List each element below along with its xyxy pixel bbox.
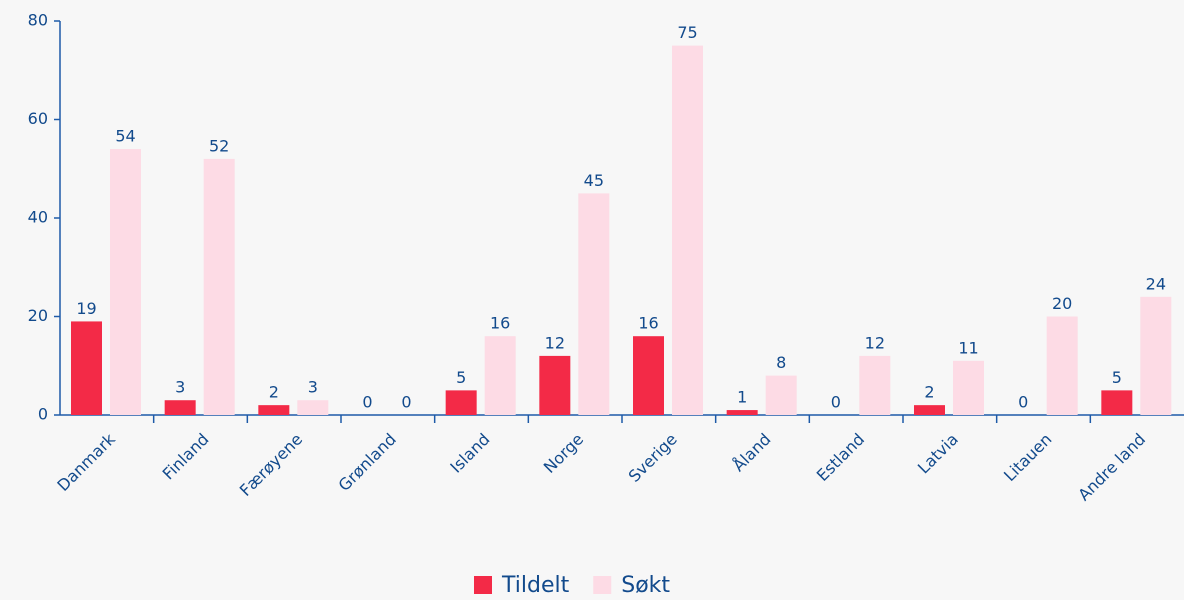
bar <box>578 193 610 415</box>
bar <box>1101 390 1133 415</box>
bar <box>203 158 235 415</box>
value-label: 20 <box>1052 294 1072 313</box>
x-tick-label: Island <box>446 430 493 477</box>
y-tick-label: 40 <box>28 208 48 227</box>
bar <box>633 336 664 415</box>
value-label: 0 <box>401 393 411 412</box>
x-tick-label: Estland <box>813 430 868 485</box>
value-label: 16 <box>490 314 510 333</box>
y-tick-label: 80 <box>28 11 48 30</box>
x-tick-label: Latvia <box>914 430 962 478</box>
bar <box>859 355 891 415</box>
legend-swatch <box>593 576 612 594</box>
bar <box>765 375 797 415</box>
value-label: 45 <box>584 171 604 190</box>
value-label: 0 <box>831 393 841 412</box>
value-label: 12 <box>545 333 565 352</box>
bar <box>297 400 329 415</box>
y-tick-label: 0 <box>38 405 48 424</box>
value-label: 52 <box>209 136 229 155</box>
x-tick-label: Færøyene <box>236 430 306 500</box>
value-label: 0 <box>362 393 372 412</box>
legend-label: Søkt <box>621 573 670 598</box>
bar <box>71 321 102 415</box>
x-tick-label: Sverige <box>625 430 681 486</box>
bar <box>445 390 477 415</box>
bar <box>953 360 984 415</box>
value-label: 11 <box>958 338 978 357</box>
value-label: 75 <box>677 23 697 42</box>
value-label: 3 <box>175 378 185 397</box>
bar <box>672 45 703 415</box>
bar <box>164 400 196 415</box>
x-tick-label: Grønland <box>334 430 399 495</box>
x-tick-label: Danmark <box>53 429 119 495</box>
x-tick-label: Andre land <box>1074 430 1149 505</box>
value-label: 2 <box>924 383 934 402</box>
legend-label: Tildelt <box>501 573 570 598</box>
bar <box>110 149 141 416</box>
value-label: 12 <box>865 333 885 352</box>
value-label: 54 <box>115 127 135 146</box>
x-tick-label: Norge <box>540 430 587 477</box>
value-label: 3 <box>308 378 318 397</box>
x-tick-label: Åland <box>729 430 775 476</box>
y-tick-label: 20 <box>28 306 48 325</box>
value-label: 16 <box>638 314 658 333</box>
x-tick-label: Finland <box>159 430 213 484</box>
legend-swatch <box>474 576 492 594</box>
bar <box>1046 316 1078 415</box>
bar <box>914 405 945 415</box>
value-label: 5 <box>456 368 466 387</box>
x-tick-label: Litauen <box>1000 430 1056 486</box>
value-label: 24 <box>1146 274 1166 293</box>
bar <box>726 410 758 415</box>
value-label: 19 <box>76 299 96 318</box>
value-label: 8 <box>776 353 786 372</box>
value-label: 0 <box>1018 393 1028 412</box>
y-tick-label: 60 <box>28 109 48 128</box>
value-label: 2 <box>269 383 279 402</box>
bar <box>1140 296 1172 415</box>
bar <box>539 355 571 415</box>
value-label: 1 <box>737 388 747 407</box>
bar <box>484 336 516 415</box>
value-label: 5 <box>1112 368 1122 387</box>
bar <box>258 405 290 415</box>
